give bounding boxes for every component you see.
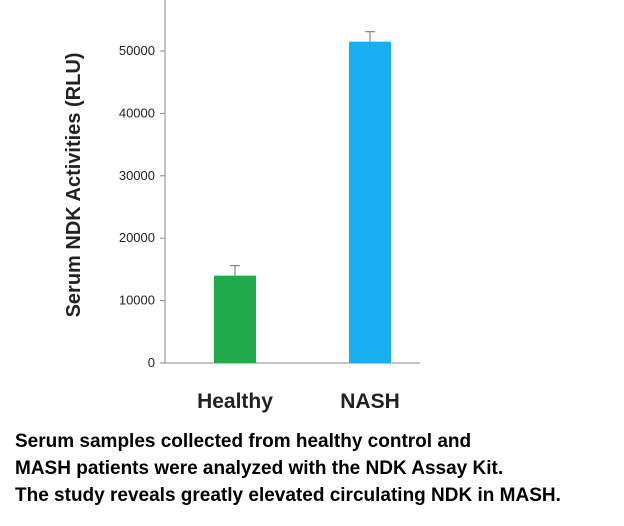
caption-line-3: The study reveals greatly elevated circu… xyxy=(15,485,561,506)
bar-chart: 0 10000 20000 30000 40000 50000 Healthy NASH Ser… xyxy=(63,0,420,413)
bar-healthy xyxy=(214,275,256,363)
y-tick-label-20000: 20000 xyxy=(119,230,155,245)
y-tick-label-10000: 10000 xyxy=(119,293,155,308)
caption-line-1: Serum samples collected from healthy con… xyxy=(15,431,472,452)
chart-bars xyxy=(214,31,391,363)
y-tick-label-50000: 50000 xyxy=(119,43,155,58)
caption-line-2: MASH patients were analyzed with the NDK… xyxy=(15,458,504,479)
chart-labels: 0 10000 20000 30000 40000 50000 Healthy NASH Ser… xyxy=(63,43,400,413)
bar-nash xyxy=(349,41,391,363)
x-tick-label-healthy: Healthy xyxy=(197,390,273,413)
x-tick-label-nash: NASH xyxy=(340,390,400,413)
figure-caption: Serum samples collected from healthy con… xyxy=(15,428,615,509)
y-tick-label-40000: 40000 xyxy=(119,105,155,120)
y-axis-title: Serum NDK Activities (RLU) xyxy=(63,53,85,318)
y-tick-label-30000: 30000 xyxy=(119,168,155,183)
y-tick-label-0: 0 xyxy=(148,355,155,370)
